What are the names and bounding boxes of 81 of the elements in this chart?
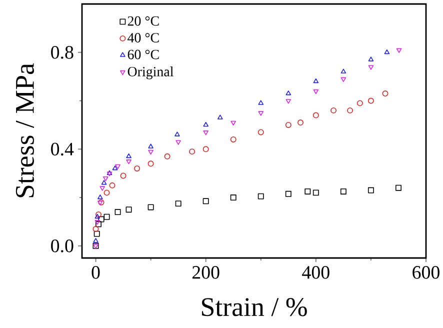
point <box>148 144 154 148</box>
point <box>340 188 346 194</box>
point <box>115 164 120 170</box>
x-axis-title: Strain / % <box>202 298 307 316</box>
point <box>134 166 140 172</box>
point <box>312 112 319 118</box>
point <box>356 100 363 106</box>
point <box>174 132 180 136</box>
point <box>340 77 346 82</box>
point <box>126 160 132 164</box>
point <box>258 129 264 136</box>
point <box>189 148 196 155</box>
x-tick-label: 600 <box>412 266 440 279</box>
y-tick-label: 0.0 <box>51 239 74 252</box>
point <box>340 68 346 74</box>
x-tick-label: 200 <box>192 266 220 279</box>
point <box>98 194 103 200</box>
point <box>285 190 292 197</box>
point <box>258 193 264 200</box>
point <box>114 209 121 216</box>
point <box>120 172 126 179</box>
point <box>98 216 104 222</box>
point <box>230 120 236 126</box>
x-tick-label: 400 <box>302 266 330 279</box>
point <box>286 99 292 104</box>
point <box>100 186 106 191</box>
y-tick-label: 0.8 <box>51 46 74 59</box>
point <box>304 188 311 194</box>
point <box>330 107 337 114</box>
point <box>96 221 102 228</box>
point <box>202 146 209 152</box>
point <box>230 194 236 201</box>
point <box>347 107 354 114</box>
x-tick-label: 0 <box>92 266 100 279</box>
point <box>104 214 110 220</box>
point <box>368 187 374 194</box>
point <box>101 180 107 185</box>
point <box>126 153 132 158</box>
point <box>396 48 402 53</box>
point <box>382 90 388 96</box>
point <box>93 238 98 243</box>
point <box>384 49 390 54</box>
point <box>298 120 304 126</box>
point <box>313 89 319 94</box>
point <box>313 78 319 84</box>
point <box>258 111 264 116</box>
point <box>103 176 108 182</box>
point <box>94 214 100 219</box>
legend-label: 60 °C <box>128 50 159 60</box>
point <box>202 198 209 204</box>
legend-label: 40 °C <box>128 33 159 42</box>
point <box>148 150 154 155</box>
point <box>176 140 181 145</box>
point <box>94 230 100 237</box>
point <box>104 190 110 196</box>
point <box>368 65 374 70</box>
point <box>148 204 154 210</box>
legend-label: 20 °C <box>128 16 159 26</box>
point <box>368 56 374 62</box>
point <box>230 136 236 142</box>
point <box>148 160 154 167</box>
y-tick-label: 0.4 <box>51 142 74 156</box>
point <box>312 190 319 196</box>
point <box>285 122 292 128</box>
point <box>175 200 182 207</box>
point <box>109 182 116 188</box>
point <box>112 166 118 170</box>
point <box>368 98 374 104</box>
point <box>395 184 402 191</box>
point <box>286 90 292 96</box>
legend-label: Original <box>128 66 174 80</box>
point <box>94 220 100 225</box>
point <box>92 226 99 232</box>
point <box>164 153 170 160</box>
point <box>203 122 208 127</box>
point <box>203 130 208 136</box>
point <box>258 100 264 105</box>
point <box>126 206 132 213</box>
point <box>218 114 223 120</box>
y-axis-title: Stress / MPa <box>16 63 34 198</box>
point <box>96 211 102 218</box>
